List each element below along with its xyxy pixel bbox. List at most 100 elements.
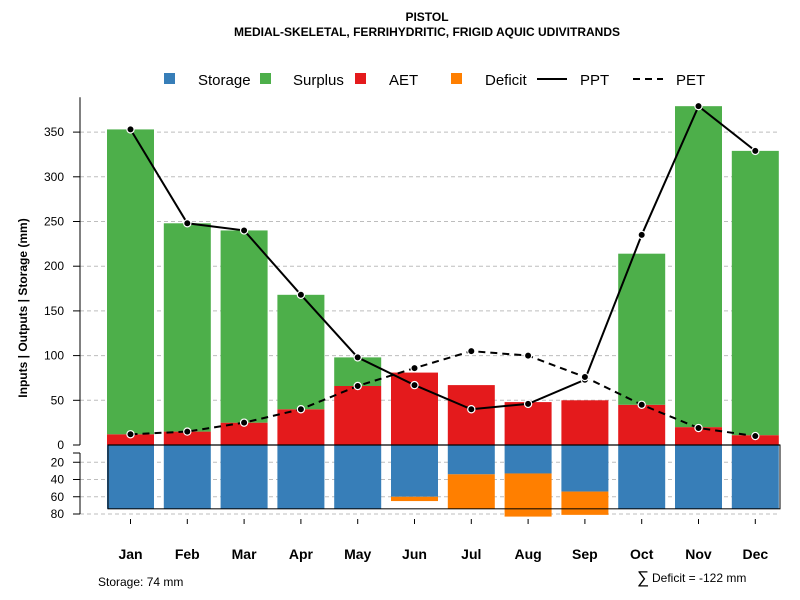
legend-deficit-swatch (451, 73, 462, 84)
x-tick-label: May (344, 546, 371, 562)
legend-surplus-label: Surplus (293, 72, 344, 89)
aet-bar (334, 385, 382, 445)
ppt-point (637, 230, 646, 240)
legend: Storage Surplus AET Deficit PPT PET (164, 72, 705, 89)
ppt-point (126, 125, 135, 134)
deficit-bar (447, 474, 495, 509)
x-tick-label: Jul (461, 546, 481, 562)
aet-bar (618, 404, 666, 445)
pet-point (126, 430, 135, 439)
pet-point (694, 423, 703, 433)
ppt-point (523, 399, 533, 409)
pet-point (637, 400, 646, 409)
x-tick-label: Dec (742, 546, 768, 562)
storage-bar (107, 445, 154, 509)
ppt-point (296, 290, 306, 300)
chart-subtitle: MEDIAL-SKELETAL, FERRIHYDRITIC, FRIGID A… (234, 25, 620, 39)
storage-bar (504, 445, 552, 474)
storage-footer: Storage: 74 mm (98, 575, 183, 589)
storage-bar (561, 445, 609, 492)
y-tick-label: 60 (51, 490, 65, 504)
storage-bar (731, 445, 779, 509)
y-tick-label: 50 (51, 393, 65, 407)
x-tick-label: Mar (232, 546, 257, 562)
ppt-line (129, 104, 756, 411)
y-tick-label: 100 (44, 349, 64, 363)
deficit-footer: Deficit = -122 mm (652, 571, 746, 585)
y-tick-label: 300 (44, 170, 64, 184)
x-tick-label: Nov (685, 546, 712, 562)
series-lines (126, 101, 760, 441)
storage-bar (391, 445, 438, 497)
x-tick-label: Aug (514, 546, 541, 562)
surplus-bar (277, 294, 325, 410)
bars (107, 106, 781, 517)
x-axis-labels: Jan Feb Mar Apr May Jun Jul Aug Sep Oct Nov Dec (118, 519, 768, 562)
storage-bar (163, 445, 211, 509)
deficit-bar (504, 473, 552, 517)
y-tick-label: 0 (57, 438, 64, 452)
y-tick-label: 80 (51, 507, 65, 521)
pet-point (410, 363, 419, 373)
aet-bar (504, 402, 552, 445)
x-tick-label: Jan (118, 546, 142, 562)
legend-surplus-swatch (260, 73, 271, 84)
y-tick-label: 200 (44, 259, 64, 273)
pet-line (130, 350, 756, 438)
legend-storage-swatch (164, 73, 175, 84)
pet-point (353, 381, 362, 391)
surplus-bar (731, 150, 779, 436)
x-tick-label: Jun (402, 546, 427, 562)
ppt-point (410, 380, 419, 390)
surplus-bar (163, 223, 211, 432)
x-tick-label: Feb (175, 546, 200, 562)
storage-bar (220, 445, 268, 509)
ppt-point (239, 226, 249, 235)
x-tick-label: Oct (630, 546, 654, 562)
surplus-bar (334, 357, 382, 386)
storage-bar (618, 445, 666, 509)
legend-aet-swatch (355, 73, 366, 84)
ppt-point (467, 405, 476, 414)
x-tick-label: Sep (572, 546, 598, 562)
legend-pet-label: PET (676, 72, 705, 89)
pet-point (239, 418, 249, 427)
storage-bar (447, 445, 495, 475)
x-tick-label: Apr (289, 546, 314, 562)
deficit-bar (561, 491, 609, 515)
legend-aet-label: AET (389, 72, 418, 89)
aet-bar (163, 431, 211, 445)
y-tick-label: 20 (51, 455, 65, 469)
legend-deficit-label: Deficit (485, 72, 528, 89)
legend-storage-label: Storage (198, 72, 251, 89)
storage-bar (334, 445, 382, 509)
ppt-point (694, 101, 703, 111)
y-tick-label: 350 (44, 125, 64, 139)
surplus-bar (618, 253, 666, 405)
ppt-point (353, 353, 362, 362)
pet-point (467, 346, 476, 356)
y-tick-label: 150 (44, 304, 64, 318)
storage-bar (277, 445, 325, 509)
pet-point (183, 427, 192, 436)
axes: 0 50 100 150 200 250 300 350 20 40 60 80 (44, 97, 81, 521)
aet-bar (561, 400, 609, 445)
sum-symbol: ∑ (637, 568, 649, 587)
aet-bar (107, 434, 154, 445)
deficit-bar (391, 496, 438, 502)
y-axis-label: Inputs | Outputs | Storage (mm) (16, 218, 30, 397)
aet-bar (277, 409, 325, 445)
aet-bar (220, 422, 268, 445)
chart-title: PISTOL (405, 10, 448, 24)
legend-ppt-label: PPT (580, 72, 609, 89)
pet-point (751, 431, 760, 441)
pet-point (296, 405, 306, 414)
storage-bar (675, 445, 722, 509)
surplus-bar (675, 106, 722, 428)
aet-bar (447, 385, 495, 445)
surplus-bar (220, 230, 268, 423)
pet-point (580, 372, 590, 382)
y-tick-label: 250 (44, 215, 64, 229)
y-tick-label: 40 (51, 473, 65, 487)
